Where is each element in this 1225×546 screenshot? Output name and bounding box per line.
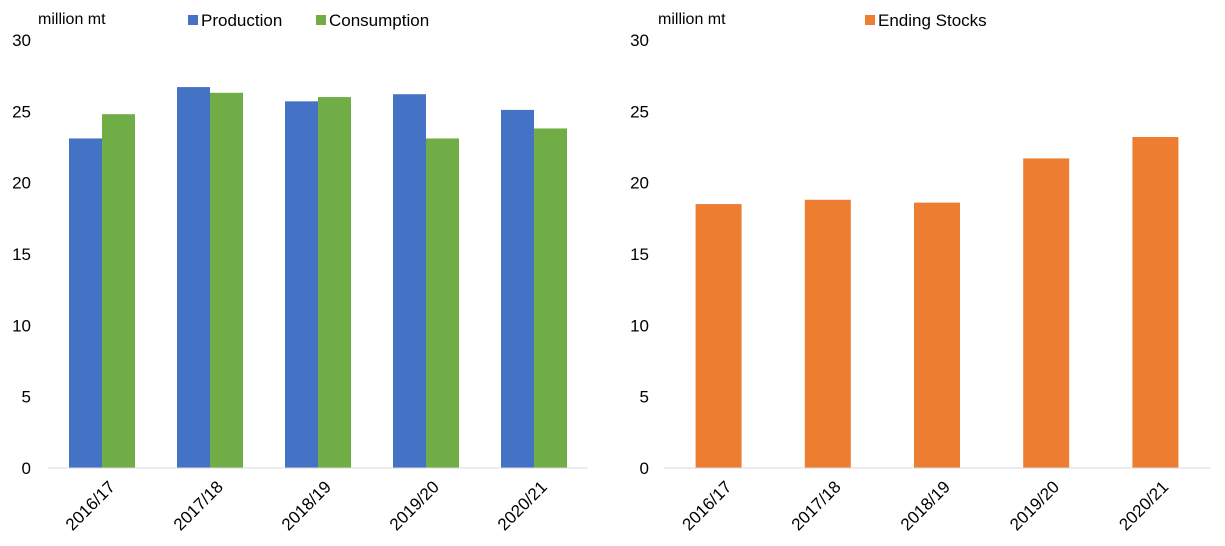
y-tick-label: 25 [12, 102, 31, 121]
bar-consumption [210, 92, 243, 468]
y-axis-label: million mt [658, 11, 726, 28]
x-tick-label: 2019/20 [386, 477, 443, 534]
bar-ending-stocks [1023, 158, 1070, 468]
bar-production [177, 87, 210, 468]
x-tick-label: 2016/17 [679, 477, 736, 534]
legend-swatch [316, 15, 326, 25]
y-tick-label: 15 [12, 245, 31, 264]
y-tick-label: 0 [22, 459, 31, 478]
y-tick-label: 10 [630, 316, 649, 335]
bar-production [393, 94, 426, 469]
y-tick-label: 20 [12, 174, 31, 193]
y-tick-label: 25 [630, 102, 649, 121]
bar-production [285, 101, 318, 468]
chart-production-consumption: million mt 0 5 10 15 20 25 30 2016/17 2017/18 201… [12, 11, 588, 534]
legend-swatch [865, 15, 875, 25]
y-tick-label: 30 [630, 31, 649, 50]
x-tick-label: 2017/18 [788, 477, 845, 534]
y-tick-label: 10 [12, 316, 31, 335]
chart-ending-stocks: million mt 0 5 10 15 20 25 30 2016/17 2017/18 201… [630, 11, 1210, 534]
bar-ending-stocks [914, 202, 960, 468]
legend-swatch [188, 15, 198, 25]
legend-label: Ending Stocks [878, 11, 987, 30]
y-tick-label: 5 [22, 388, 31, 407]
bar-ending-stocks [695, 204, 742, 469]
x-tick-label: 2018/19 [897, 477, 954, 534]
y-tick-label: 5 [640, 388, 649, 407]
bar-consumption [318, 97, 351, 469]
legend-label: Production [201, 11, 282, 30]
bar-production [69, 138, 102, 468]
bar-consumption [102, 114, 135, 468]
y-tick-label: 15 [630, 245, 649, 264]
x-tick-label: 2017/18 [170, 477, 227, 534]
bar-production [501, 109, 534, 468]
y-axis-label: million mt [38, 11, 106, 28]
x-tick-label: 2016/17 [62, 477, 119, 534]
x-tick-label: 2018/19 [278, 477, 335, 534]
x-tick-label: 2019/20 [1006, 477, 1063, 534]
y-tick-label: 0 [640, 459, 649, 478]
x-tick-label: 2020/21 [494, 477, 551, 534]
y-tick-label: 20 [630, 174, 649, 193]
legend-label: Consumption [329, 11, 429, 30]
bar-ending-stocks [804, 199, 851, 468]
bar-consumption [534, 128, 567, 468]
bar-consumption [426, 138, 459, 468]
y-tick-label: 30 [12, 31, 31, 50]
x-tick-label: 2020/21 [1115, 477, 1172, 534]
bar-ending-stocks [1132, 137, 1179, 468]
